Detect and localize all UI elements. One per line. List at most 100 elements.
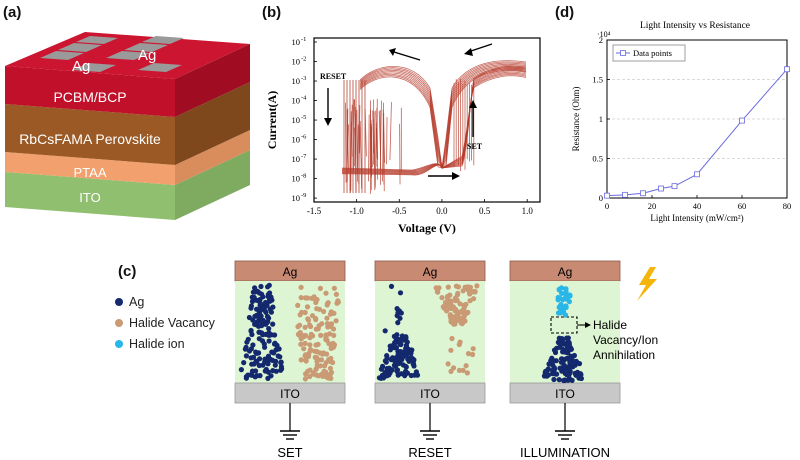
ptaa-side-face (175, 130, 250, 185)
x-tick-label: 20 (648, 201, 657, 211)
ag-particle (262, 368, 268, 374)
halide-ion-dot-icon (115, 340, 123, 348)
caption-illumination: ILLUMINATION (520, 445, 610, 460)
perovskite-side-face (175, 82, 250, 165)
ag-particle (392, 340, 398, 346)
ag-pad (138, 63, 182, 72)
vacancy-particle (445, 361, 451, 367)
layer-label-pcbm: PCBM/BCP (53, 89, 126, 105)
ag-particle (273, 368, 279, 374)
data-point (622, 191, 628, 198)
data-point (671, 183, 678, 190)
ag-particle (410, 361, 416, 367)
bottom-electrode-label-illumination: ITO (555, 387, 575, 401)
ag-particle (562, 370, 568, 377)
ag-particle (261, 341, 267, 347)
top-electrode-label-set: Ag (283, 265, 298, 279)
vacancy-particle (313, 315, 319, 322)
vacancy-particle (465, 351, 472, 357)
vacancy-particle (321, 368, 327, 374)
legend-box (612, 44, 686, 62)
mechanism-legend: Ag Halide Vacancy Halide ion (115, 292, 215, 355)
vacancy-particle (323, 290, 329, 296)
panel-label-b: (b) (262, 4, 282, 21)
set-arrowhead (469, 100, 477, 108)
ag-pad (106, 51, 150, 60)
ag-particle (263, 299, 269, 306)
vacancy-particle (470, 351, 476, 358)
iv-curve-traces (341, 60, 527, 194)
ag-particle (272, 332, 278, 338)
series-line-data-points (606, 68, 788, 197)
data-point (604, 192, 610, 199)
reset-annotation: RESET (320, 72, 347, 81)
ag-particle (242, 346, 248, 352)
halide-ion-particle (556, 286, 562, 292)
vacancy-particle (315, 341, 321, 347)
ag-particle (395, 320, 401, 326)
vacancy-particle (448, 305, 454, 312)
ag-particle (245, 336, 251, 342)
ag-pad (40, 51, 84, 60)
vacancy-particle (319, 321, 325, 327)
legend-marker (620, 50, 626, 56)
halide-ion-particle (558, 301, 564, 308)
set-annotation: SET (467, 142, 483, 151)
iv-trace (359, 62, 527, 169)
ag-particle (388, 357, 394, 363)
iv-x-tick-label: -1.0 (350, 206, 365, 216)
vacancy-particle (448, 368, 454, 374)
vacancy-particle (472, 288, 478, 294)
iv-x-tick-label: -1.5 (307, 206, 322, 216)
ag-particle (404, 339, 410, 345)
iv-trace (382, 102, 384, 182)
ag-particle (551, 376, 557, 383)
ag-particle (260, 294, 266, 300)
ito-front-face (5, 172, 175, 220)
vacancy-particle (463, 363, 469, 369)
ag-particle (402, 335, 409, 341)
vacancy-particle (448, 347, 454, 353)
ag-pad (58, 43, 102, 52)
data-point (739, 117, 745, 124)
ag-particle (567, 359, 573, 366)
ag-particle (558, 359, 564, 365)
x-tick-label: 60 (738, 201, 747, 211)
vacancy-particle (302, 340, 308, 346)
legend-item-ag: Ag (115, 292, 215, 313)
vacancy-particle (324, 315, 330, 321)
vacancy-particle (305, 295, 311, 301)
vacancy-particle (328, 321, 335, 327)
top-right-arrow-line (467, 43, 493, 53)
iv-y-tick-exponent: -3 (301, 75, 306, 82)
iv-x-tick-label: 0.5 (479, 206, 491, 216)
vacancy-particle (318, 332, 324, 338)
pcbm-side-face (175, 44, 250, 117)
ag-particle (248, 346, 254, 352)
ag-particle (256, 336, 262, 342)
top-left-arrowhead (389, 48, 396, 56)
ag-particle (263, 309, 269, 315)
iv-y-tick-label: 10 (292, 115, 301, 125)
vacancy-particle (459, 321, 465, 327)
iv-trace (359, 69, 527, 169)
resistance-chart: Light Intensity vs Resistance ·10⁴ 0 0.5 1… (571, 21, 791, 223)
ag-particle (397, 290, 404, 296)
panel-label-d: (d) (555, 4, 575, 21)
iv-trace (345, 102, 347, 183)
ag-particle (563, 356, 569, 362)
bottom-electrode-label-reset: ITO (420, 387, 440, 401)
ag-particle (249, 331, 255, 338)
vacancy-particle (456, 367, 462, 373)
chart-gridlines (607, 79, 787, 159)
ag-particle (556, 377, 562, 383)
halide-ion-particle (567, 292, 573, 298)
reset-arrowhead (324, 118, 332, 126)
vacancy-particle (301, 346, 307, 352)
ag-pad (142, 36, 184, 44)
ag-particle (270, 304, 276, 310)
iv-y-tick-label: 10 (292, 96, 301, 106)
vacancy-particle (302, 332, 309, 339)
data-point (784, 66, 790, 73)
annihilation-arrowhead (585, 322, 591, 328)
